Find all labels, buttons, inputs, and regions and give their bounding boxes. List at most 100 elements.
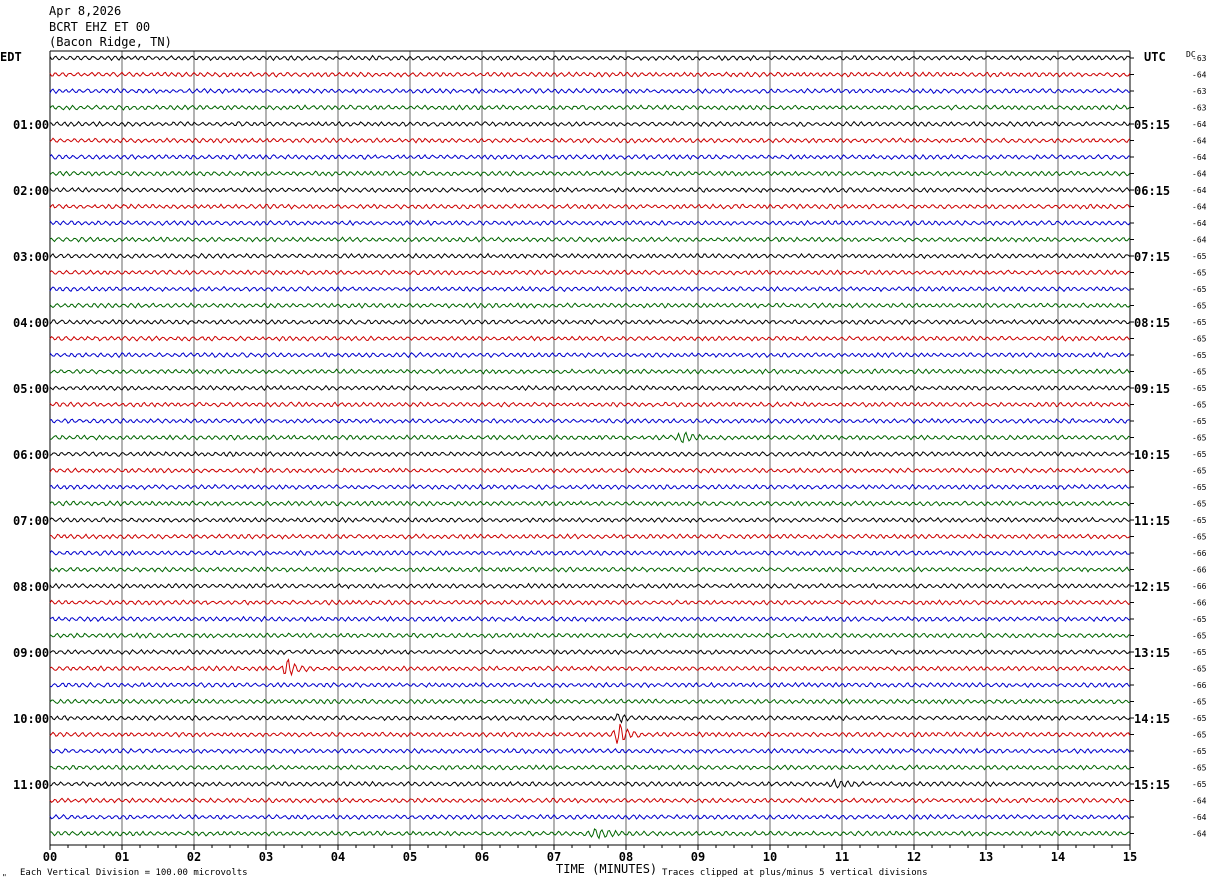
- seismic-trace: [49, 54, 1131, 62]
- x-axis-title: TIME (MINUTES): [556, 862, 657, 876]
- header-location: (Bacon Ridge, TN): [49, 35, 172, 49]
- seismic-trace: [49, 483, 1131, 491]
- dc-offset-label: -64: [1192, 153, 1207, 162]
- dc-offset-label: -63: [1192, 87, 1207, 96]
- seismic-trace: [49, 516, 1131, 524]
- seismic-trace: [49, 384, 1131, 392]
- right-hour-label: 09:15: [1134, 382, 1170, 396]
- trace-group: [49, 54, 1131, 840]
- header-station: BCRT EHZ ET 00: [49, 20, 151, 34]
- x-tick-label: 15: [1123, 850, 1137, 864]
- seismic-trace: [49, 747, 1131, 755]
- right-hour-label: 07:15: [1134, 250, 1170, 264]
- seismic-trace: [49, 431, 1131, 444]
- dc-offset-label: -65: [1192, 434, 1207, 443]
- dc-offset-label: -64: [1192, 236, 1207, 245]
- left-hour-label: 09:00: [13, 646, 49, 660]
- dc-offset-label: -65: [1192, 648, 1207, 657]
- x-tick-label: 08: [619, 850, 633, 864]
- x-tick-label: 03: [259, 850, 273, 864]
- dc-offset-label: -65: [1192, 714, 1207, 723]
- dc-offset-label: -63: [1192, 104, 1207, 113]
- seismic-trace: [49, 549, 1131, 557]
- seismic-trace: [49, 632, 1131, 639]
- dc-offset-label: -65: [1192, 747, 1207, 756]
- dc-offset-label: -64: [1192, 137, 1207, 146]
- left-hour-label: 04:00: [13, 316, 49, 330]
- dc-offset-label: -65: [1192, 450, 1207, 459]
- x-tick-label: 02: [187, 850, 201, 864]
- dc-offset-label: -65: [1192, 698, 1207, 707]
- x-tick-label: 06: [475, 850, 489, 864]
- corner-mark: ": [2, 873, 7, 882]
- dc-offset-label: -66: [1192, 599, 1207, 608]
- dc-offset-label: -65: [1192, 401, 1207, 410]
- minute-gridlines: [49, 50, 1134, 850]
- seismic-trace: [49, 797, 1131, 804]
- right-hour-label: 11:15: [1134, 514, 1170, 528]
- seismic-trace: [49, 648, 1131, 656]
- seismic-trace: [49, 120, 1131, 128]
- dc-offset-label: -65: [1192, 269, 1207, 278]
- seismic-trace: [49, 658, 1131, 677]
- right-hour-label: 12:15: [1134, 580, 1170, 594]
- seismic-trace: [49, 219, 1131, 227]
- seismic-trace: [49, 137, 1131, 144]
- dc-offset-label: -65: [1192, 632, 1207, 641]
- right-zone-label: UTC: [1144, 50, 1166, 64]
- seismic-trace: [49, 252, 1131, 260]
- left-hour-label: 05:00: [13, 382, 49, 396]
- right-hour-label: 10:15: [1134, 448, 1170, 462]
- seismic-trace: [49, 828, 1131, 840]
- dc-offset-label: -65: [1192, 500, 1207, 509]
- seismic-trace: [49, 450, 1131, 458]
- right-hour-label: 15:15: [1134, 778, 1170, 792]
- seismic-trace: [49, 764, 1131, 771]
- right-hour-label: 06:15: [1134, 184, 1170, 198]
- right-hour-label: 13:15: [1134, 646, 1170, 660]
- dc-offset-label: -66: [1192, 566, 1207, 575]
- seismic-trace: [49, 236, 1131, 243]
- left-hour-label: 11:00: [13, 778, 49, 792]
- left-hour-label: 07:00: [13, 514, 49, 528]
- dc-offset-label: -65: [1192, 285, 1207, 294]
- seismic-trace: [49, 368, 1131, 375]
- dc-offset-label: -64: [1192, 813, 1207, 822]
- left-hour-label: 02:00: [13, 184, 49, 198]
- x-tick-label: 01: [115, 850, 129, 864]
- dc-offset-label: -65: [1192, 780, 1207, 789]
- x-tick-label: 12: [907, 850, 921, 864]
- seismic-trace: [49, 186, 1131, 194]
- dc-offset-label: -65: [1192, 764, 1207, 773]
- x-tick-label: 07: [547, 850, 561, 864]
- seismic-trace: [49, 71, 1131, 78]
- seismic-trace: [49, 599, 1131, 606]
- header-date: Apr 8,2026: [49, 4, 122, 18]
- seismic-trace: [49, 566, 1131, 573]
- seismic-trace: [49, 582, 1131, 590]
- seismic-trace: [49, 713, 1131, 724]
- x-tick-label: 05: [403, 850, 417, 864]
- seismic-trace: [49, 778, 1131, 789]
- seismic-trace: [49, 203, 1131, 210]
- x-tick-label: 13: [979, 850, 993, 864]
- seismic-trace: [49, 302, 1131, 309]
- seismic-trace: [49, 351, 1131, 359]
- seismic-trace: [49, 318, 1131, 326]
- dc-offset-label: -65: [1192, 533, 1207, 542]
- dc-offset-label: -65: [1192, 368, 1207, 377]
- dc-offset-label: -65: [1192, 417, 1207, 426]
- seismic-trace: [49, 500, 1131, 507]
- dc-offset-label: -64: [1192, 830, 1207, 839]
- dc-offset-label: -65: [1192, 318, 1207, 327]
- seismic-trace: [49, 401, 1131, 408]
- dc-offset-label: -65: [1192, 483, 1207, 492]
- dc-offset-label: -65: [1192, 384, 1207, 393]
- dc-offset-label: -65: [1192, 351, 1207, 360]
- seismic-trace: [49, 335, 1131, 342]
- dc-offset-label: -65: [1192, 252, 1207, 261]
- right-hour-label: 05:15: [1134, 118, 1170, 132]
- dc-offset-label: -65: [1192, 302, 1207, 311]
- left-zone-label: EDT: [0, 50, 22, 64]
